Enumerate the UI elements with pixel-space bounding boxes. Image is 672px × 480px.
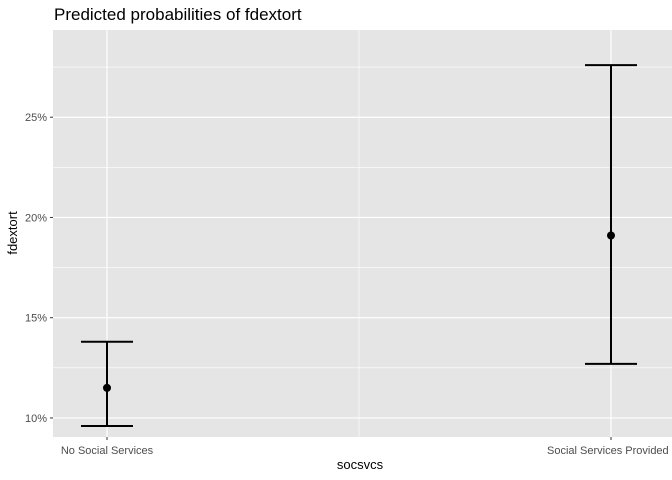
x-tick-label: No Social Services [61, 445, 154, 457]
chart-title: Predicted probabilities of fdextort [54, 5, 302, 24]
x-axis: No Social Services Social Services Provid… [61, 437, 669, 457]
x-axis-title: socsvcs [337, 457, 384, 472]
y-axis: 10% 15% 20% 25% [25, 112, 53, 425]
y-tick-label: 15% [25, 313, 47, 325]
minor-gridlines [53, 30, 672, 437]
estimate-point [607, 231, 615, 240]
y-tick-label: 20% [25, 212, 47, 224]
estimate-point [103, 383, 111, 392]
chart-marks [81, 64, 637, 427]
x-tick-label: Social Services Provided [547, 445, 669, 457]
plot-panel [53, 30, 672, 437]
y-tick-label: 10% [25, 413, 47, 425]
y-axis-title: fdextort [5, 211, 20, 255]
y-tick-label: 25% [25, 112, 47, 124]
